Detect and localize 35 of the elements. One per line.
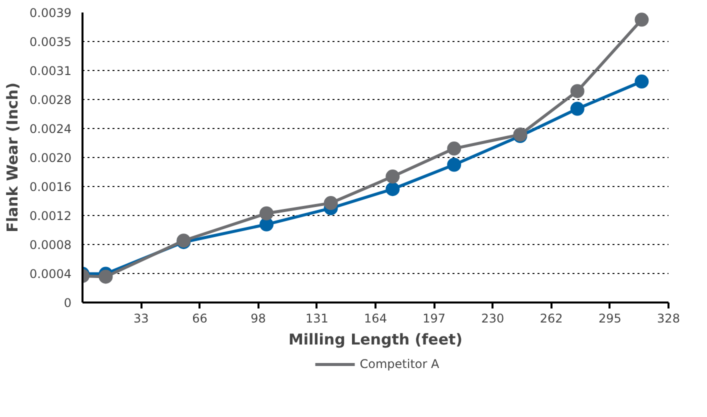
x-tick-label: 230 <box>481 312 504 326</box>
x-tick-label: 197 <box>422 312 446 326</box>
y-tick-label: 0.0028 <box>30 92 72 107</box>
y-tick-label: 0.0012 <box>30 209 72 224</box>
x-tick-label: 295 <box>598 312 622 326</box>
x-tick-label: 328 <box>657 312 680 326</box>
y-tick-label: 0.0031 <box>30 64 72 78</box>
x-axis-title: Milling Length (feet) <box>288 330 463 348</box>
y-tick-label: 0.0016 <box>30 180 72 194</box>
y-tick-label: 0 <box>64 296 72 310</box>
point <box>386 170 400 184</box>
point <box>447 142 462 156</box>
y-tick-label: 0.0008 <box>30 238 72 252</box>
point <box>98 270 113 284</box>
point <box>447 158 462 172</box>
y-axis-title: Flank Wear (Inch) <box>4 82 22 232</box>
y-tick-label: 0.0039 <box>30 6 72 20</box>
point <box>386 182 400 196</box>
x-tick-label: 262 <box>540 312 563 326</box>
y-tick-label: 0.0035 <box>30 35 72 50</box>
x-tick-label: 164 <box>364 312 387 326</box>
legend-label: Competitor A <box>360 357 440 371</box>
x-tick-label: 131 <box>305 312 328 326</box>
point <box>634 74 649 89</box>
y-tick-label: 0.0020 <box>30 150 72 165</box>
x-tick-label: 33 <box>133 312 149 326</box>
x-tick-label: 66 <box>192 312 208 326</box>
point <box>634 12 649 27</box>
y-tick-label: 0.0004 <box>30 266 72 281</box>
point <box>260 206 274 220</box>
point <box>324 196 338 210</box>
point <box>570 102 584 116</box>
y-tick-label: 0.0024 <box>30 122 72 136</box>
x-tick-label: 98 <box>250 312 266 326</box>
point <box>570 84 584 98</box>
